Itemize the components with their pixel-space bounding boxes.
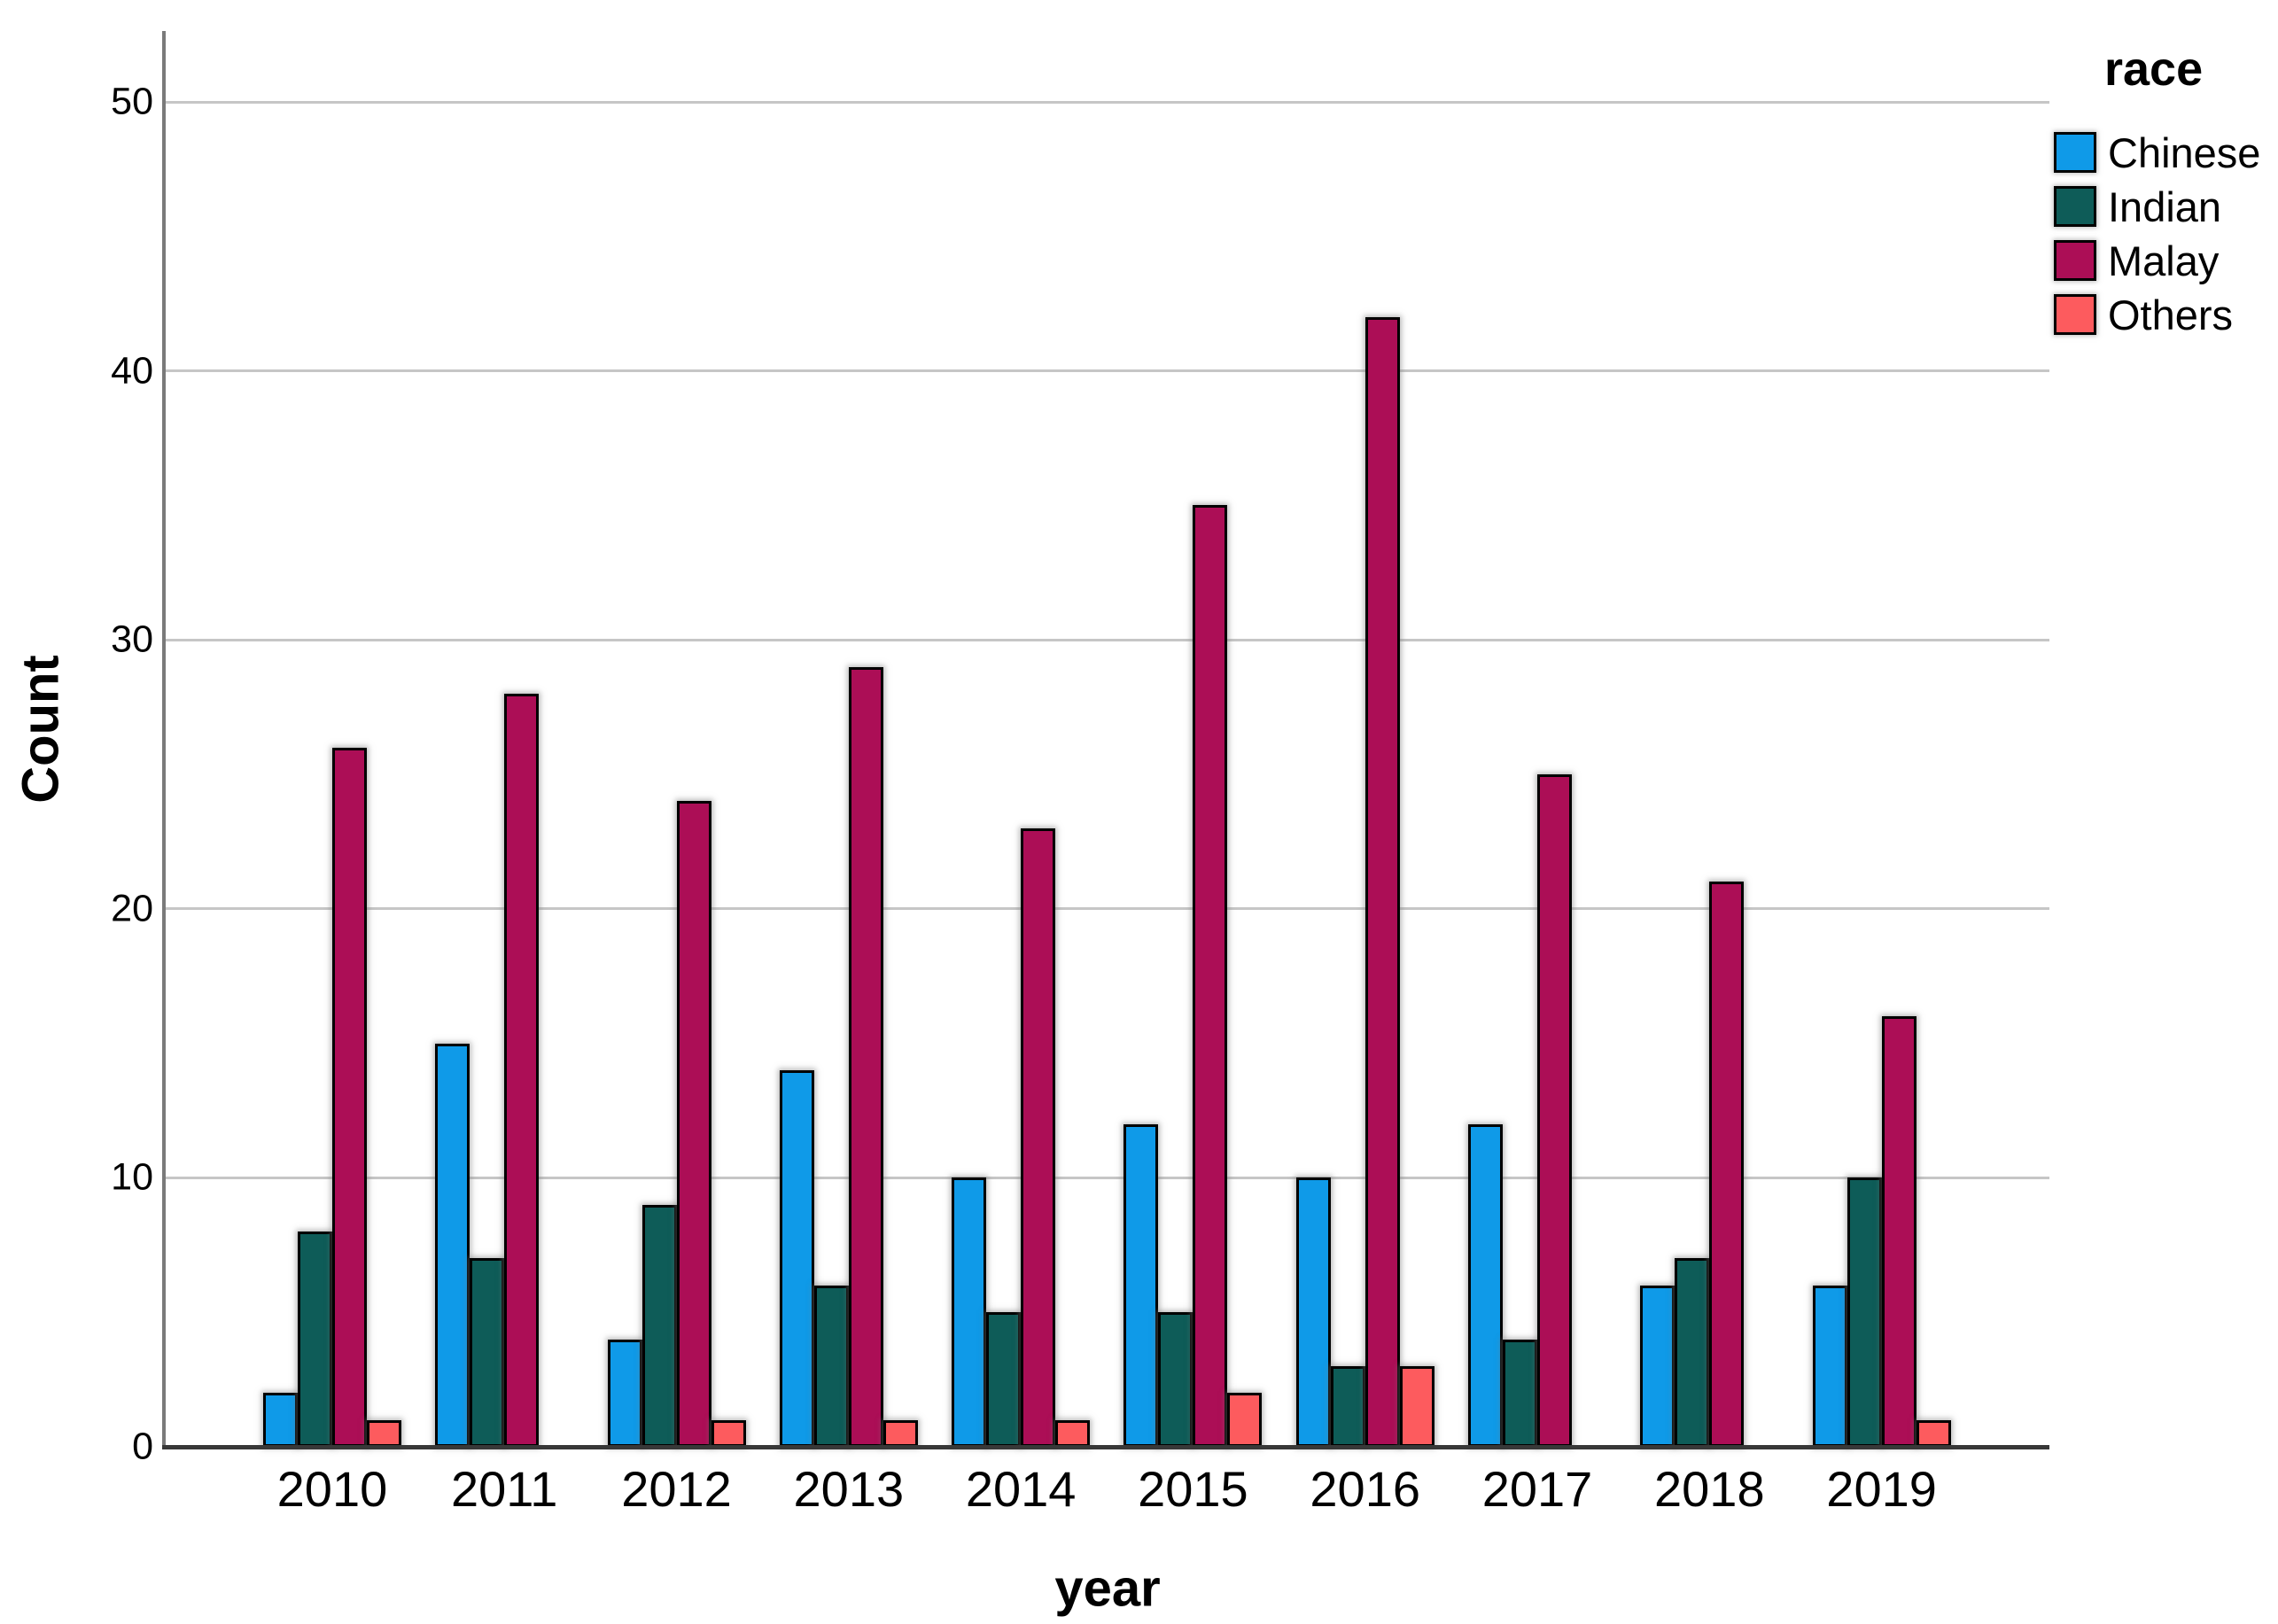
bar-2012-malay (676, 801, 711, 1447)
bar-2011-indian (470, 1258, 505, 1447)
x-axis-ticks: 2010 2011 2012 2013 2014 2015 2016 2017 2018 2019 (166, 1462, 2049, 1533)
y-axis-line (162, 31, 166, 1449)
gridline-20 (166, 907, 2049, 911)
bar-2013-others (882, 1419, 918, 1447)
gridline-10 (166, 1176, 2049, 1179)
x-axis-title: year (1054, 1559, 1161, 1618)
bar-2014-chinese (952, 1177, 987, 1447)
gridline-50 (166, 100, 2049, 104)
legend-title: race (2104, 43, 2204, 96)
bar-2018-indian (1675, 1258, 1710, 1447)
legend-swatch-others (2054, 294, 2096, 335)
y-tick-label-0: 0 (132, 1425, 153, 1468)
bar-2014-indian (986, 1312, 1022, 1447)
y-tick-label-10: 10 (111, 1155, 153, 1199)
bar-2015-others (1227, 1393, 1263, 1447)
y-tick-label-50: 50 (111, 80, 153, 123)
bar-2013-chinese (779, 1069, 814, 1447)
bar-2018-chinese (1640, 1285, 1675, 1447)
legend-label-others: Others (2108, 291, 2234, 338)
x-axis-line (162, 1445, 2049, 1449)
bar-2016-indian (1330, 1365, 1365, 1447)
legend-label-malay: Malay (2108, 237, 2220, 284)
y-tick-label-20: 20 (111, 887, 153, 930)
bar-2010-others (366, 1419, 401, 1447)
legend: race Chinese Indian Malay Others (2054, 43, 2278, 347)
bar-2010-chinese (262, 1393, 298, 1447)
bar-2010-indian (297, 1232, 332, 1447)
bar-2019-indian (1847, 1177, 1882, 1447)
bar-2013-indian (813, 1285, 849, 1447)
legend-swatch-malay (2054, 240, 2096, 281)
bar-2015-malay (1193, 505, 1228, 1447)
bar-2011-chinese (435, 1043, 470, 1447)
bar-2016-malay (1364, 316, 1400, 1447)
bar-2012-others (711, 1419, 746, 1447)
x-tick-label-2019: 2019 (1826, 1461, 1937, 1517)
legend-item-indian: Indian (2054, 185, 2278, 228)
y-tick-label-40: 40 (111, 349, 153, 392)
bar-2015-chinese (1123, 1123, 1159, 1447)
bar-2016-others (1399, 1365, 1434, 1447)
bar-2010-malay (331, 747, 367, 1447)
y-tick-label-30: 30 (111, 618, 153, 661)
bar-2018-malay (1709, 882, 1745, 1447)
bar-2012-chinese (607, 1339, 642, 1447)
legend-label-chinese: Chinese (2108, 128, 2261, 176)
plot-area (166, 35, 2049, 1447)
x-tick-label-2018: 2018 (1654, 1461, 1765, 1517)
x-tick-label-2015: 2015 (1138, 1461, 1248, 1517)
bar-2011-malay (504, 693, 540, 1447)
bar-2019-others (1916, 1419, 1951, 1447)
x-tick-label-2012: 2012 (621, 1461, 732, 1517)
legend-swatch-indian (2054, 186, 2096, 227)
gridline-40 (166, 369, 2049, 373)
x-tick-label-2017: 2017 (1481, 1461, 1593, 1517)
legend-item-chinese: Chinese (2054, 131, 2278, 174)
x-tick-label-2010: 2010 (276, 1461, 388, 1517)
bar-2019-malay (1881, 1016, 1916, 1447)
x-tick-label-2013: 2013 (793, 1461, 905, 1517)
bar-2015-indian (1158, 1312, 1193, 1447)
bar-2016-chinese (1295, 1177, 1331, 1447)
bar-2013-malay (848, 666, 883, 1447)
bar-2014-others (1055, 1419, 1091, 1447)
legend-items: Chinese Indian Malay Others (2054, 131, 2278, 336)
bar-2014-malay (1021, 828, 1056, 1447)
x-tick-label-2016: 2016 (1310, 1461, 1420, 1517)
bar-2012-indian (641, 1204, 677, 1447)
x-tick-label-2011: 2011 (451, 1461, 558, 1517)
bar-2017-chinese (1468, 1123, 1503, 1447)
gridline-30 (166, 638, 2049, 641)
legend-swatch-chinese (2054, 132, 2096, 173)
legend-item-malay: Malay (2054, 239, 2278, 282)
bar-2019-chinese (1812, 1285, 1847, 1447)
legend-item-others: Others (2054, 293, 2278, 336)
bar-2017-indian (1503, 1339, 1537, 1447)
x-tick-label-2014: 2014 (965, 1461, 1077, 1517)
legend-label-indian: Indian (2108, 183, 2222, 230)
bar-2017-malay (1537, 774, 1572, 1447)
y-axis-ticks: 0 10 20 30 40 50 (0, 35, 153, 1465)
